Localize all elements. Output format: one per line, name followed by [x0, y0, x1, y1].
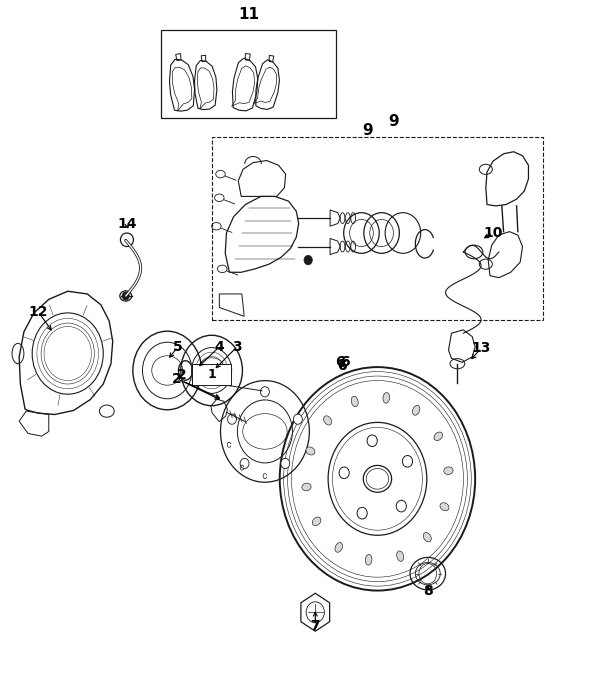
Ellipse shape: [351, 396, 358, 407]
Text: 13: 13: [471, 341, 491, 355]
Text: 2: 2: [177, 368, 187, 382]
Bar: [212, 137, 543, 320]
Ellipse shape: [312, 517, 321, 526]
Circle shape: [122, 292, 129, 300]
Ellipse shape: [324, 415, 331, 425]
Circle shape: [240, 458, 249, 469]
Ellipse shape: [365, 554, 372, 565]
Text: 5: 5: [173, 340, 183, 354]
Text: 4: 4: [214, 340, 224, 354]
Text: 6: 6: [337, 359, 347, 373]
Text: 7: 7: [311, 619, 320, 633]
Circle shape: [339, 467, 349, 479]
Ellipse shape: [335, 543, 343, 552]
Circle shape: [357, 507, 367, 519]
Text: 2: 2: [172, 371, 181, 386]
Text: 8: 8: [423, 583, 433, 598]
Ellipse shape: [412, 405, 420, 415]
Text: 6: 6: [336, 355, 345, 369]
Circle shape: [227, 414, 236, 424]
Text: 10: 10: [483, 226, 503, 240]
Text: 9: 9: [389, 114, 399, 129]
Circle shape: [402, 456, 412, 467]
Ellipse shape: [306, 447, 315, 455]
Ellipse shape: [383, 392, 390, 403]
Text: 11: 11: [238, 7, 259, 22]
Bar: [161, 30, 336, 118]
Circle shape: [396, 500, 406, 512]
Ellipse shape: [440, 503, 449, 511]
Ellipse shape: [397, 551, 403, 561]
Circle shape: [281, 458, 290, 469]
Bar: [192, 364, 231, 386]
Text: 9: 9: [362, 122, 372, 137]
Ellipse shape: [423, 532, 431, 542]
Text: 1: 1: [207, 368, 216, 381]
Circle shape: [304, 256, 312, 265]
Ellipse shape: [302, 483, 311, 491]
Circle shape: [293, 414, 302, 424]
Text: 14: 14: [117, 216, 137, 231]
Circle shape: [261, 387, 270, 397]
Ellipse shape: [434, 432, 443, 441]
Text: 6: 6: [340, 355, 350, 369]
Text: 3: 3: [232, 340, 242, 354]
Text: 12: 12: [29, 305, 48, 318]
Circle shape: [367, 435, 377, 447]
Ellipse shape: [444, 467, 453, 475]
